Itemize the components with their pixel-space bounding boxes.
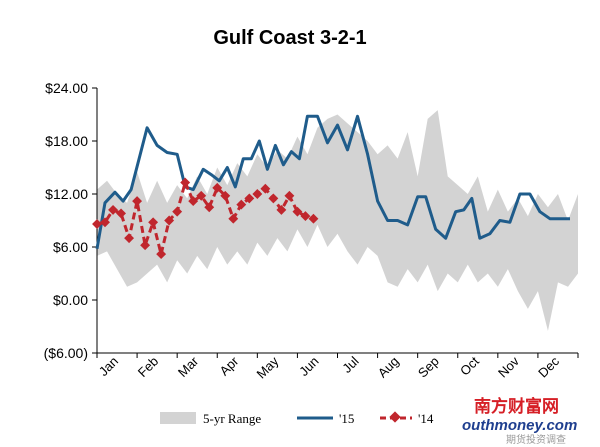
series-2-point <box>148 217 159 228</box>
chart-title: Gulf Coast 3-2-1 <box>213 27 366 49</box>
series-2-point <box>164 215 175 226</box>
x-tick-label: Jan <box>96 354 121 379</box>
series-2-point <box>204 202 215 213</box>
x-tick-label: Oct <box>457 353 482 378</box>
series-2-point <box>244 193 255 204</box>
x-tick-label: Apr <box>216 353 241 378</box>
legend-label-series-1: '15 <box>339 411 354 426</box>
x-tick-label: Jun <box>296 354 321 379</box>
legend-swatch-range <box>160 412 196 424</box>
x-tick-label: Jul <box>339 353 361 375</box>
watermark-caption: 期货投资调查 <box>506 433 566 446</box>
legend-swatch-series-2 <box>380 411 412 423</box>
legend-label-series-2: '14 <box>418 411 434 426</box>
series-line-2 <box>96 181 314 256</box>
x-tick-label: Dec <box>535 353 562 380</box>
series-2-point <box>124 233 135 244</box>
series-line-1 <box>95 114 570 250</box>
legend-label-range: 5-yr Range <box>203 411 261 426</box>
series-2-point <box>252 189 263 199</box>
x-tick-label: Nov <box>495 353 522 380</box>
series-2-point <box>228 213 239 224</box>
series-2-point <box>140 240 151 251</box>
series-2-point <box>172 206 183 217</box>
series-2-point <box>276 204 287 215</box>
plot-area: $24.00 $18.00 $12.00 $6.00 $0.00 ($6.00) Jan Fe… <box>44 80 579 381</box>
y-tick-label: $6.00 <box>53 239 88 255</box>
watermark-backdrop <box>438 392 598 445</box>
series-2-point <box>156 249 167 260</box>
series-2-point <box>132 196 143 207</box>
series-2-point <box>92 219 102 229</box>
series-2-point <box>300 211 311 222</box>
y-tick-label: ($6.00) <box>44 345 88 361</box>
series-2-point <box>268 193 279 204</box>
y-tick-label: $0.00 <box>53 292 88 308</box>
series-2-point <box>100 217 110 228</box>
series-2-point <box>116 208 126 219</box>
watermark: 南方财富网 outhmoney.com 期货投资调查 <box>438 392 598 446</box>
series-2-point <box>108 204 118 215</box>
series-2-point <box>292 206 303 217</box>
x-tick-label: Feb <box>135 354 161 380</box>
series-2-point <box>188 196 199 207</box>
range-band <box>97 110 578 331</box>
y-tick-label: $18.00 <box>45 133 88 149</box>
y-tick-label: $24.00 <box>45 80 88 96</box>
y-tick-label: $12.00 <box>45 186 88 202</box>
x-tick-label: Mar <box>175 353 202 380</box>
series-2-point <box>212 182 223 193</box>
series-2-point <box>308 213 319 224</box>
series-2-point <box>180 177 191 188</box>
watermark-brand-url: outhmoney.com <box>462 417 577 434</box>
x-tick-label: Sep <box>415 354 442 381</box>
legend: 5-yr Range '15 '14 <box>160 411 434 426</box>
series-2-point <box>236 199 247 210</box>
series-2-point <box>260 183 271 194</box>
series-2-point <box>284 190 295 201</box>
watermark-brand-cn: 南方财富网 <box>474 396 559 417</box>
series-2-point <box>196 190 207 201</box>
x-tick-label: Aug <box>375 354 402 381</box>
series-2-point <box>220 190 231 201</box>
